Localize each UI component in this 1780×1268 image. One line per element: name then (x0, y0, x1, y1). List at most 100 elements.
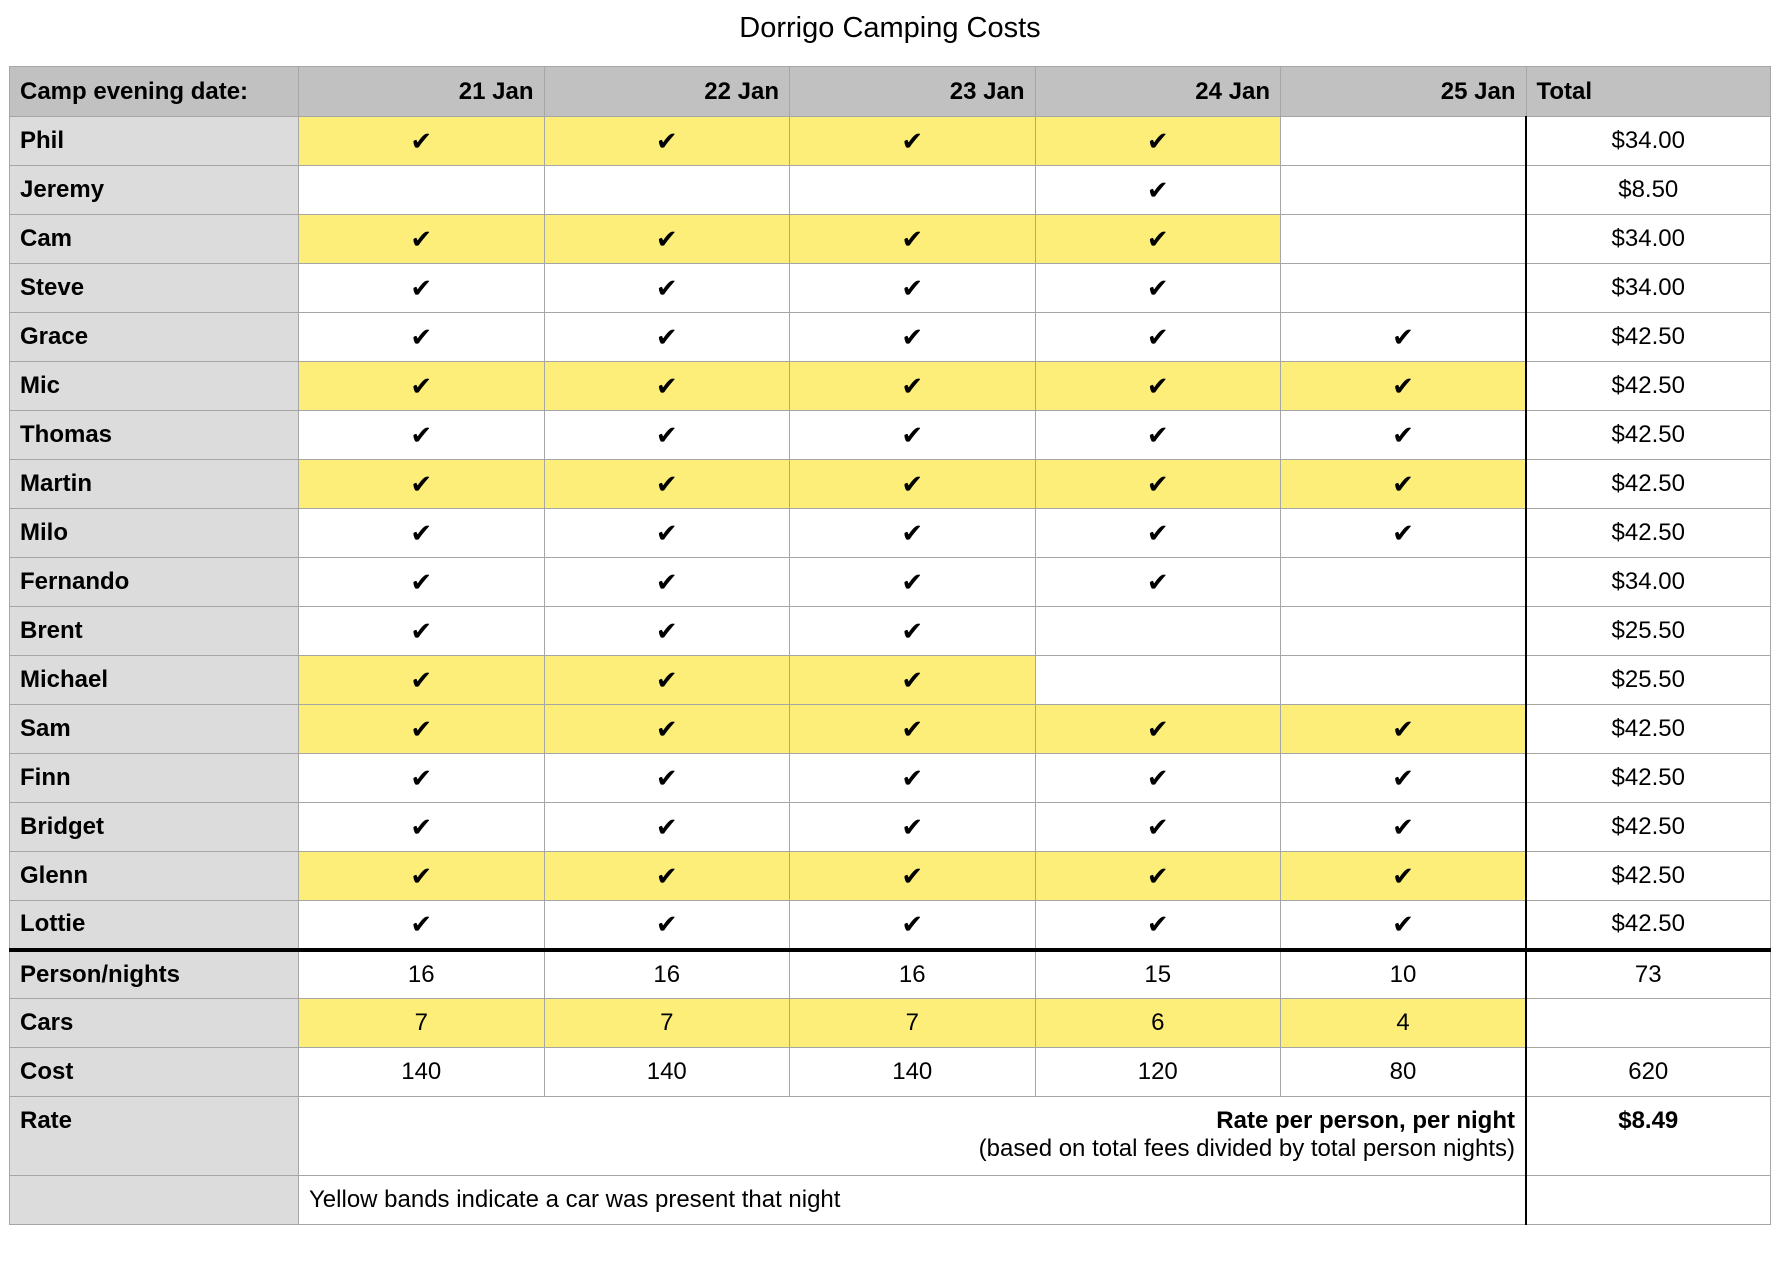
summary-value[interactable]: 6 (1034, 998, 1281, 1048)
night-cell[interactable]: ✔ (1034, 900, 1281, 950)
person-total[interactable]: $34.00 (1525, 263, 1771, 313)
night-cell[interactable]: ✔ (298, 753, 545, 803)
person-name[interactable]: Steve (9, 263, 299, 313)
night-cell[interactable]: ✔ (1034, 116, 1281, 166)
night-cell[interactable]: ✔ (1034, 165, 1281, 215)
person-total[interactable]: $42.50 (1525, 802, 1771, 852)
night-cell[interactable]: ✔ (543, 900, 790, 950)
night-cell[interactable]: ✔ (1280, 753, 1527, 803)
night-cell[interactable] (1280, 263, 1527, 313)
night-cell[interactable]: ✔ (1034, 508, 1281, 558)
summary-value[interactable]: 140 (298, 1047, 545, 1097)
summary-total[interactable] (1525, 998, 1771, 1048)
person-name[interactable]: Mic (9, 361, 299, 411)
night-cell[interactable]: ✔ (1034, 459, 1281, 509)
person-total[interactable]: $25.50 (1525, 655, 1771, 705)
person-total[interactable]: $25.50 (1525, 606, 1771, 656)
summary-value[interactable]: 80 (1280, 1047, 1527, 1097)
summary-value[interactable]: 7 (543, 998, 790, 1048)
person-name[interactable]: Milo (9, 508, 299, 558)
person-name[interactable]: Brent (9, 606, 299, 656)
night-cell[interactable]: ✔ (789, 508, 1036, 558)
night-cell[interactable]: ✔ (1034, 802, 1281, 852)
night-cell[interactable]: ✔ (543, 753, 790, 803)
person-name[interactable]: Bridget (9, 802, 299, 852)
night-cell[interactable]: ✔ (789, 459, 1036, 509)
night-cell[interactable] (543, 165, 790, 215)
night-cell[interactable]: ✔ (543, 508, 790, 558)
person-name[interactable]: Fernando (9, 557, 299, 607)
person-name[interactable]: Finn (9, 753, 299, 803)
person-name[interactable]: Grace (9, 312, 299, 362)
night-cell[interactable]: ✔ (298, 361, 545, 411)
note-text[interactable]: Yellow bands indicate a car was present … (298, 1175, 1527, 1225)
night-cell[interactable]: ✔ (1280, 851, 1527, 901)
night-cell[interactable]: ✔ (298, 410, 545, 460)
night-cell[interactable]: ✔ (543, 214, 790, 264)
night-cell[interactable]: ✔ (1280, 802, 1527, 852)
summary-value[interactable]: 7 (298, 998, 545, 1048)
person-total[interactable]: $34.00 (1525, 214, 1771, 264)
night-cell[interactable]: ✔ (543, 655, 790, 705)
person-name[interactable]: Michael (9, 655, 299, 705)
note-label-empty[interactable] (9, 1175, 299, 1225)
night-cell[interactable] (1280, 214, 1527, 264)
night-cell[interactable]: ✔ (298, 851, 545, 901)
person-name[interactable]: Lottie (9, 900, 299, 950)
summary-total[interactable]: 620 (1525, 1047, 1771, 1097)
night-cell[interactable] (1280, 557, 1527, 607)
night-cell[interactable]: ✔ (789, 802, 1036, 852)
night-cell[interactable]: ✔ (1034, 753, 1281, 803)
summary-label[interactable]: Cars (9, 998, 299, 1048)
night-cell[interactable]: ✔ (1034, 851, 1281, 901)
night-cell[interactable]: ✔ (543, 312, 790, 362)
summary-value[interactable]: 7 (789, 998, 1036, 1048)
night-cell[interactable]: ✔ (789, 704, 1036, 754)
night-cell[interactable]: ✔ (789, 753, 1036, 803)
night-cell[interactable]: ✔ (1034, 312, 1281, 362)
night-cell[interactable]: ✔ (298, 655, 545, 705)
night-cell[interactable]: ✔ (789, 214, 1036, 264)
night-cell[interactable]: ✔ (789, 606, 1036, 656)
night-cell[interactable] (789, 165, 1036, 215)
header-date[interactable]: 21 Jan (298, 66, 545, 117)
night-cell[interactable]: ✔ (543, 410, 790, 460)
night-cell[interactable]: ✔ (789, 410, 1036, 460)
night-cell[interactable]: ✔ (789, 900, 1036, 950)
rate-description[interactable]: Rate per person, per night (based on tota… (298, 1096, 1527, 1176)
note-total-empty[interactable] (1525, 1175, 1771, 1225)
rate-value[interactable]: $8.49 (1525, 1096, 1771, 1176)
night-cell[interactable]: ✔ (543, 116, 790, 166)
night-cell[interactable]: ✔ (789, 655, 1036, 705)
person-name[interactable]: Phil (9, 116, 299, 166)
night-cell[interactable]: ✔ (1280, 508, 1527, 558)
night-cell[interactable]: ✔ (1034, 410, 1281, 460)
summary-label[interactable]: Person/nights (9, 947, 299, 999)
summary-value[interactable]: 140 (543, 1047, 790, 1097)
person-total[interactable]: $42.50 (1525, 704, 1771, 754)
night-cell[interactable]: ✔ (543, 263, 790, 313)
header-date[interactable]: 24 Jan (1034, 66, 1281, 117)
night-cell[interactable]: ✔ (1280, 900, 1527, 950)
night-cell[interactable]: ✔ (543, 802, 790, 852)
night-cell[interactable] (298, 165, 545, 215)
night-cell[interactable] (1280, 655, 1527, 705)
night-cell[interactable]: ✔ (789, 557, 1036, 607)
person-name[interactable]: Martin (9, 459, 299, 509)
person-total[interactable]: $42.50 (1525, 410, 1771, 460)
night-cell[interactable]: ✔ (543, 557, 790, 607)
night-cell[interactable]: ✔ (543, 704, 790, 754)
night-cell[interactable]: ✔ (1280, 312, 1527, 362)
summary-value[interactable]: 15 (1034, 947, 1281, 999)
person-total[interactable]: $42.50 (1525, 851, 1771, 901)
night-cell[interactable] (1034, 655, 1281, 705)
person-name[interactable]: Thomas (9, 410, 299, 460)
night-cell[interactable]: ✔ (1034, 263, 1281, 313)
person-total[interactable]: $8.50 (1525, 165, 1771, 215)
night-cell[interactable]: ✔ (298, 312, 545, 362)
night-cell[interactable]: ✔ (298, 900, 545, 950)
summary-label[interactable]: Cost (9, 1047, 299, 1097)
person-name[interactable]: Glenn (9, 851, 299, 901)
rate-label[interactable]: Rate (9, 1096, 299, 1176)
night-cell[interactable] (1280, 165, 1527, 215)
